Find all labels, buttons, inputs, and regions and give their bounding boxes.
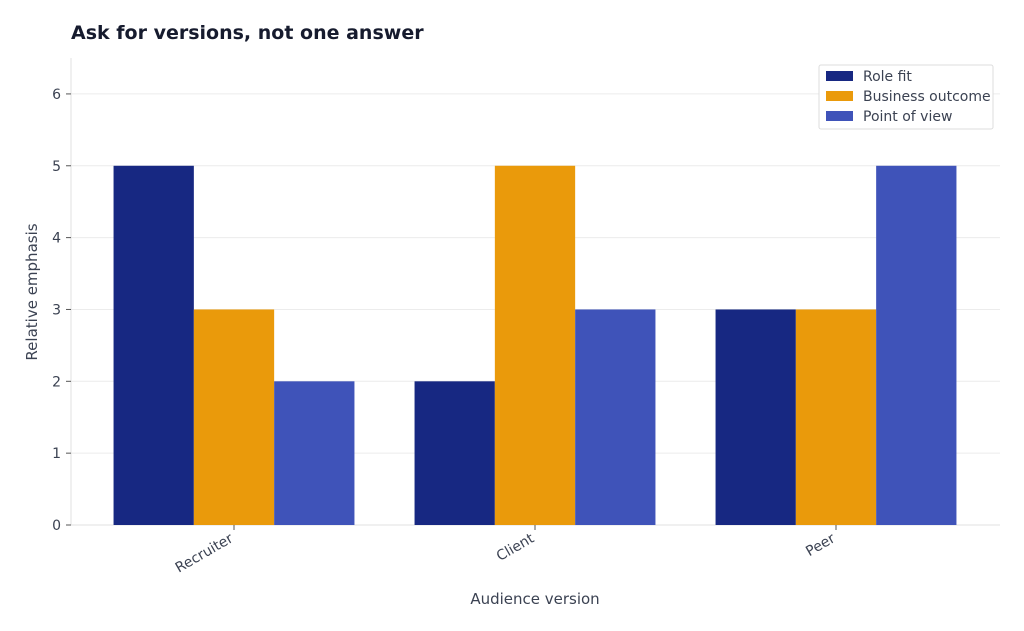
bar-client-role-fit [414, 381, 495, 525]
legend-swatch [826, 111, 853, 121]
legend-label: Business outcome [863, 89, 991, 105]
legend-box [818, 64, 994, 130]
y-tick-label: 4 [52, 231, 61, 247]
bar-recruiter-role-fit [113, 165, 194, 525]
y-ticks: 0 1 2 3 4 5 6 [52, 87, 71, 534]
bar-recruiter-point-of-view [274, 381, 355, 525]
x-tick-label: Client [494, 530, 538, 564]
bar-peer-point-of-view [876, 165, 957, 525]
y-tick-label: 5 [52, 159, 61, 175]
y-tick-label: 2 [52, 374, 61, 390]
bar-peer-role-fit [715, 309, 796, 525]
bar-recruiter-business-outcome [193, 309, 275, 525]
legend-label: Point of view [863, 109, 952, 125]
bar-peer-business-outcome [795, 309, 877, 525]
x-ticks: Recruiter Client Peer [173, 525, 838, 576]
bars [113, 165, 957, 525]
chart-title: Ask for versions, not one answer [71, 22, 424, 44]
bar-client-point-of-view [575, 309, 656, 525]
x-tick-label: Peer [803, 530, 838, 559]
legend: Role fit Business outcome Point of view [818, 64, 994, 130]
y-tick-label: 6 [52, 87, 61, 103]
y-tick-label: 0 [52, 518, 61, 534]
y-axis-label: Relative emphasis [23, 223, 41, 360]
y-tick-label: 3 [52, 302, 61, 318]
legend-swatch [826, 91, 853, 101]
x-axis-label: Audience version [470, 590, 599, 608]
y-tick-label: 1 [52, 446, 61, 462]
legend-label: Role fit [863, 69, 912, 85]
legend-swatch [826, 71, 853, 81]
x-tick-label: Recruiter [173, 530, 236, 576]
bar-client-business-outcome [494, 165, 576, 525]
